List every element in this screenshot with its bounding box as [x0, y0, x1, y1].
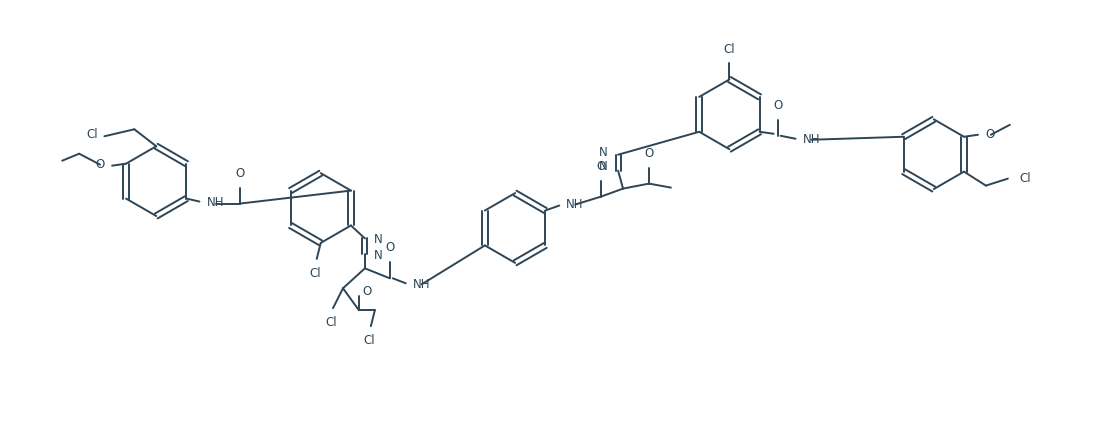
Text: Cl: Cl: [309, 267, 320, 280]
Text: N: N: [599, 160, 608, 173]
Text: O: O: [236, 167, 245, 180]
Text: O: O: [385, 242, 395, 254]
Text: O: O: [597, 160, 606, 173]
Text: O: O: [773, 99, 782, 112]
Text: Cl: Cl: [363, 334, 375, 347]
Text: O: O: [644, 146, 654, 160]
Text: N: N: [374, 233, 383, 246]
Text: Cl: Cl: [87, 128, 99, 141]
Text: NH: NH: [566, 198, 584, 211]
Text: NH: NH: [206, 196, 224, 209]
Text: Cl: Cl: [724, 43, 735, 55]
Text: O: O: [95, 158, 105, 171]
Text: NH: NH: [412, 278, 430, 291]
Text: O: O: [362, 285, 371, 298]
Text: N: N: [374, 249, 383, 262]
Text: NH: NH: [803, 133, 819, 146]
Text: N: N: [599, 146, 608, 159]
Text: O: O: [985, 128, 994, 141]
Text: Cl: Cl: [325, 316, 337, 329]
Text: Cl: Cl: [1020, 172, 1031, 185]
